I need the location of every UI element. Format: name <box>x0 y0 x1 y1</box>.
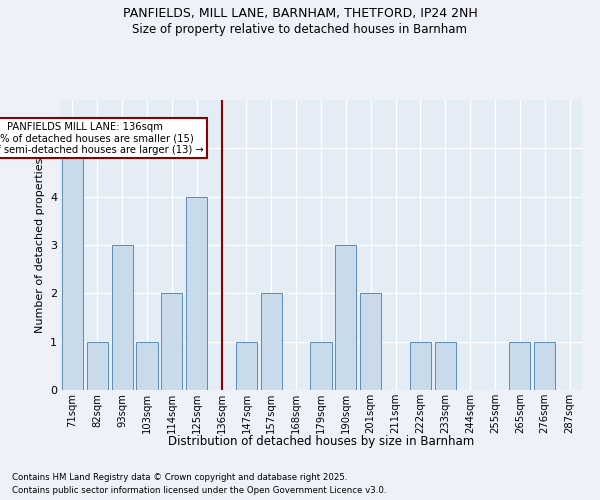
Text: Size of property relative to detached houses in Barnham: Size of property relative to detached ho… <box>133 22 467 36</box>
Bar <box>335 245 356 390</box>
Bar <box>161 294 182 390</box>
Y-axis label: Number of detached properties: Number of detached properties <box>35 158 44 332</box>
Bar <box>360 294 381 390</box>
Bar <box>261 294 282 390</box>
Bar <box>186 196 207 390</box>
Text: Contains public sector information licensed under the Open Government Licence v3: Contains public sector information licen… <box>12 486 386 495</box>
Bar <box>136 342 158 390</box>
Bar <box>87 342 108 390</box>
Bar <box>310 342 332 390</box>
Bar <box>236 342 257 390</box>
Text: Contains HM Land Registry data © Crown copyright and database right 2025.: Contains HM Land Registry data © Crown c… <box>12 472 347 482</box>
Bar <box>62 148 83 390</box>
Text: PANFIELDS MILL LANE: 136sqm
← 54% of detached houses are smaller (15)
46% of sem: PANFIELDS MILL LANE: 136sqm ← 54% of det… <box>0 122 204 155</box>
Bar <box>435 342 456 390</box>
Bar <box>509 342 530 390</box>
Text: PANFIELDS, MILL LANE, BARNHAM, THETFORD, IP24 2NH: PANFIELDS, MILL LANE, BARNHAM, THETFORD,… <box>122 8 478 20</box>
Text: Distribution of detached houses by size in Barnham: Distribution of detached houses by size … <box>168 435 474 448</box>
Bar <box>534 342 555 390</box>
Bar <box>410 342 431 390</box>
Bar <box>112 245 133 390</box>
